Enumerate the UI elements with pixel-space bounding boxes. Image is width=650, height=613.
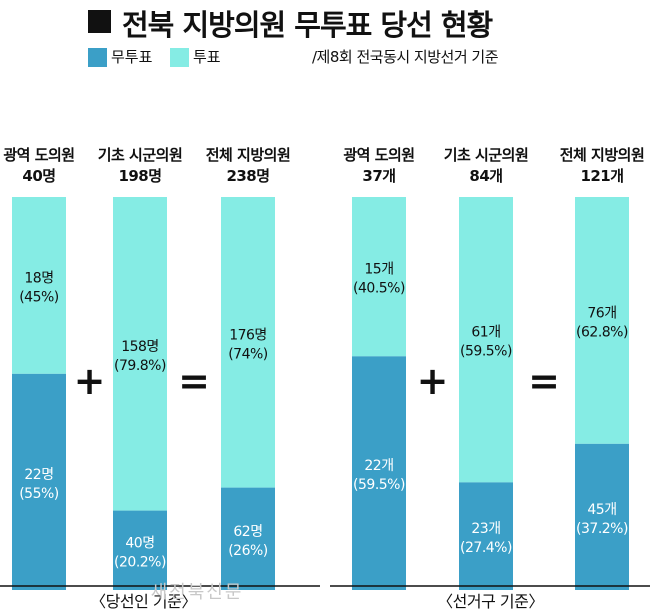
- panel-footer: 〈선거구 기준〉: [437, 592, 544, 611]
- bar-segment: [113, 197, 167, 511]
- segment-value-label: 18명: [24, 270, 53, 286]
- equals-operator: =: [528, 359, 560, 403]
- segment-value-label: 40명: [125, 535, 154, 551]
- legend-swatch-voted: [170, 48, 189, 67]
- segment-value-label: 22명: [24, 467, 53, 483]
- category-total: 84개: [469, 167, 502, 185]
- bar-segment: [221, 487, 275, 590]
- bar-segment: [221, 197, 275, 488]
- segment-value-label: 22개: [364, 458, 393, 474]
- chart-title: 전북 지방의원 무투표 당선 현황: [122, 8, 493, 42]
- segment-percent-label: (74%): [228, 346, 268, 362]
- title-square-icon: [88, 10, 111, 33]
- segment-value-label: 23개: [471, 521, 500, 537]
- category-total: 121개: [580, 167, 623, 185]
- legend-label-unopposed: 무투표: [111, 48, 153, 66]
- bar-segment: [459, 197, 513, 483]
- category-name: 전체 지방의원: [206, 146, 291, 164]
- segment-value-label: 45개: [587, 502, 616, 518]
- category-name: 광역 도의원: [343, 146, 414, 164]
- segment-value-label: 61개: [471, 325, 500, 341]
- segment-value-label: 76개: [587, 305, 616, 321]
- segment-percent-label: (59.5%): [353, 477, 405, 493]
- segment-percent-label: (79.8%): [114, 358, 166, 374]
- segment-percent-label: (62.8%): [576, 324, 628, 340]
- bar-segment: [352, 197, 406, 357]
- bar-segment: [12, 373, 66, 590]
- segment-percent-label: (26%): [228, 543, 268, 559]
- equals-operator: =: [178, 359, 210, 403]
- category-total: 238명: [226, 167, 269, 185]
- category-name: 기초 시군의원: [98, 146, 183, 164]
- category-name: 기초 시군의원: [444, 146, 529, 164]
- watermark-text: 새전북신문: [151, 582, 244, 603]
- segment-value-label: 158명: [121, 339, 159, 355]
- bar-segment: [575, 197, 629, 444]
- category-total: 37개: [362, 167, 395, 185]
- panel-footer: 〈당선인 기준〉: [90, 592, 197, 611]
- plus-operator: +: [74, 359, 106, 403]
- segment-value-label: 15개: [364, 262, 393, 278]
- segment-percent-label: (37.2%): [576, 521, 628, 537]
- segment-value-label: 176명: [229, 327, 267, 343]
- bar-segment: [575, 443, 629, 590]
- segment-percent-label: (55%): [19, 486, 59, 502]
- legend-label-voted: 투표: [193, 48, 221, 66]
- bar-segment: [113, 510, 167, 590]
- plus-operator: +: [417, 359, 449, 403]
- segment-value-label: 62명: [233, 524, 262, 540]
- segment-percent-label: (45%): [19, 289, 59, 305]
- bar-segment: [459, 482, 513, 590]
- legend-swatch-unopposed: [88, 48, 107, 67]
- bar-segment: [352, 356, 406, 590]
- bar-segment: [12, 197, 66, 374]
- basis-note: /제8회 전국동시 지방선거 기준: [312, 48, 499, 66]
- category-name: 전체 지방의원: [560, 146, 645, 164]
- segment-percent-label: (40.5%): [353, 281, 405, 297]
- segment-percent-label: (20.2%): [114, 554, 166, 570]
- segment-percent-label: (59.5%): [460, 344, 512, 360]
- segment-percent-label: (27.4%): [460, 540, 512, 556]
- category-name: 광역 도의원: [3, 146, 74, 164]
- category-total: 40명: [22, 167, 55, 185]
- category-total: 198명: [118, 167, 161, 185]
